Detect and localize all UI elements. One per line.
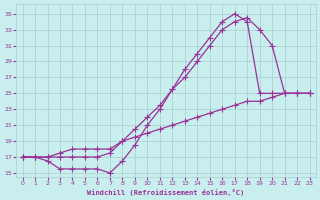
X-axis label: Windchill (Refroidissement éolien,°C): Windchill (Refroidissement éolien,°C)	[87, 189, 245, 196]
